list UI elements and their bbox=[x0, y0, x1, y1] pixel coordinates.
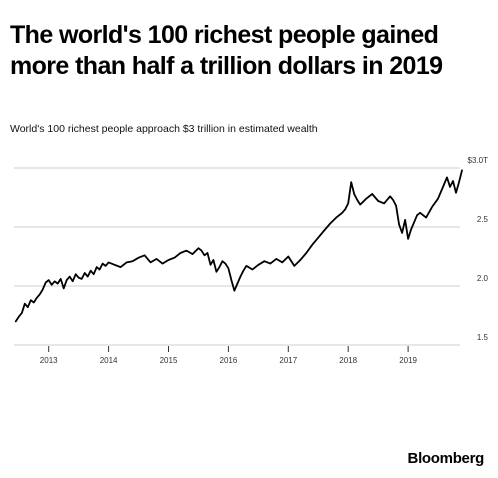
series-line-0 bbox=[14, 169, 463, 323]
x-tick-label: 2016 bbox=[220, 356, 238, 365]
chart-title: World's 100 richest people approach $3 t… bbox=[10, 123, 318, 135]
headline: The world's 100 richest people gained mo… bbox=[10, 20, 490, 82]
y-tick-label: 2.0 bbox=[477, 274, 489, 283]
x-tick-label: 2015 bbox=[160, 356, 178, 365]
x-tick-label: 2019 bbox=[399, 356, 417, 365]
headline-line-1: The world's 100 richest people gained bbox=[10, 21, 439, 49]
bloomberg-logo: Bloomberg bbox=[407, 450, 485, 467]
x-tick-label: 2017 bbox=[279, 356, 297, 365]
headline-line-2: more than half a trillion dollars in 201… bbox=[10, 52, 443, 80]
y-tick-label: 1.5 bbox=[477, 333, 489, 342]
y-tick-label: 2.5 bbox=[477, 215, 489, 224]
x-tick-label: 2018 bbox=[339, 356, 357, 365]
x-tick-label: 2013 bbox=[40, 356, 58, 365]
x-tick-label: 2014 bbox=[100, 356, 118, 365]
y-tick-label: $3.0T bbox=[468, 156, 489, 165]
